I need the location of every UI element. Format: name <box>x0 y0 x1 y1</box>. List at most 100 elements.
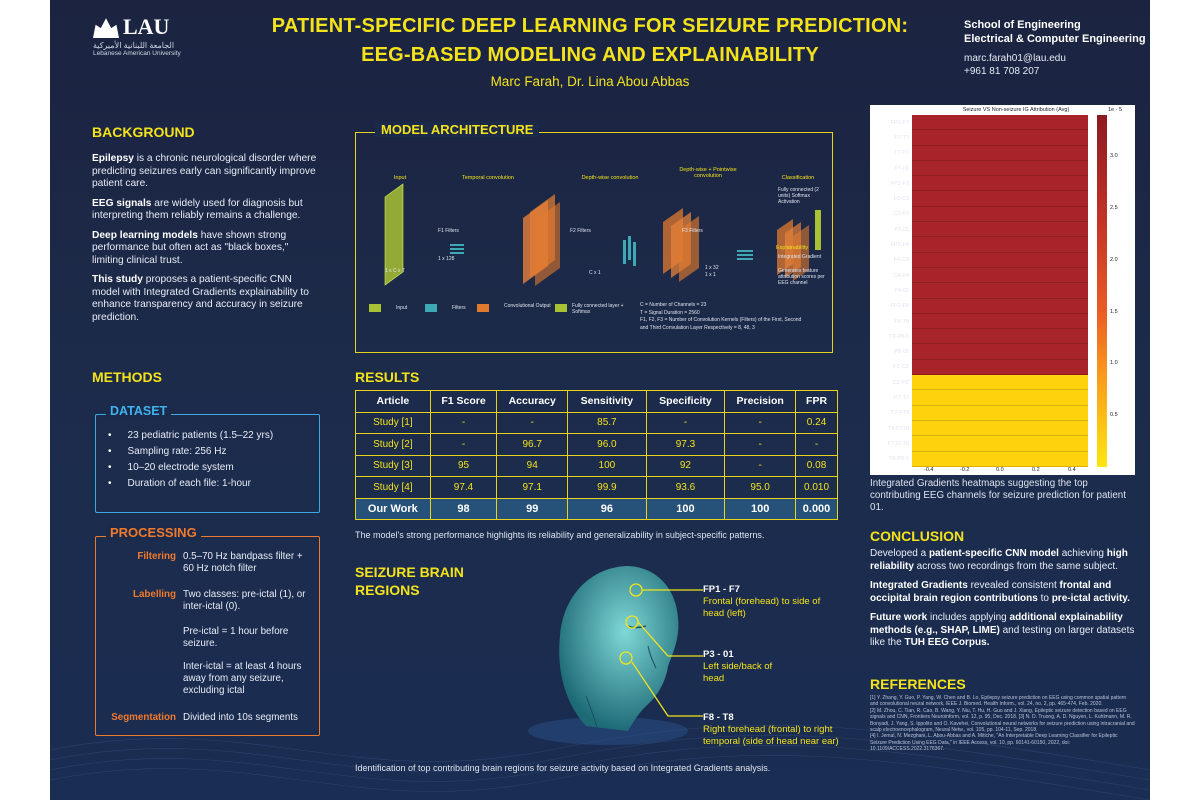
note-3: F1, F2, F3 = Number of Convolution Kerne… <box>640 317 802 323</box>
cell: 92 <box>645 454 726 477</box>
heatmap-cell <box>912 298 1088 314</box>
heatmap-colorbar-tick: 2.0 <box>1110 256 1118 263</box>
input-dim: 1 x C x T <box>385 268 405 274</box>
col-accuracy: Accuracy <box>496 390 569 413</box>
architecture-title: MODEL ARCHITECTURE <box>375 122 540 137</box>
department-name: Electrical & Computer Engineering <box>964 33 1146 45</box>
heatmap-cell <box>912 222 1088 238</box>
reference-item: [1] Y. Zhang, Y. Guo, P. Yang, W. Chen a… <box>870 695 1127 708</box>
explainability-title: Explainability <box>776 245 809 251</box>
cell: - <box>496 411 569 434</box>
cell: 95 <box>429 454 498 477</box>
region-3-text: Right forehead (frontal) to right tempor… <box>703 724 839 747</box>
cell: Study [3] <box>355 454 431 477</box>
fc-text: Fully connected (2 units) Softmax Activa… <box>778 187 819 205</box>
c1d: high reliability <box>870 548 1128 572</box>
c2c: frontal and occipital brain region contr… <box>870 580 1112 604</box>
heatmap-channel-label: P4-02 <box>894 287 909 294</box>
heatmap-row: FP2-F4 <box>876 237 1088 253</box>
heatmap-row: FZ-CZ <box>876 359 1088 376</box>
authors: Marc Farah, Dr. Lina Abou Abbas <box>490 74 690 89</box>
heatmap-colorbar-tick: 2.5 <box>1110 205 1118 212</box>
legend-swatch-input <box>369 304 381 312</box>
cell: 0.000 <box>795 497 838 520</box>
region-2: P3 - 01 Left side/back of head <box>703 649 783 685</box>
heatmap-channel-label: CZ-PZ <box>892 379 909 386</box>
heatmap-row: FP2-F8 <box>876 298 1088 314</box>
heatmap-channel-label: F3-C3 <box>893 196 909 203</box>
stage-depthwise: Depth-wise convolution <box>581 175 639 181</box>
cell: Study [1] <box>355 411 431 434</box>
poster-title: PATIENT-SPECIFIC DEEP LEARNING FOR SEIZU… <box>230 12 950 70</box>
gen-text: Generates feature attribution scores per… <box>778 268 825 286</box>
heatmap-cell <box>912 252 1088 268</box>
processing-box <box>95 536 320 736</box>
region-1-title: FP1 - F7 <box>703 584 740 595</box>
logo-english: Lebanese American University <box>93 50 181 57</box>
temporal-output <box>523 194 560 286</box>
wave-decoration <box>50 725 1150 800</box>
heatmap-x-tick: 0.4 <box>1068 467 1076 473</box>
table-header-row: Article F1 Score Accuracy Sensitivity Sp… <box>355 390 838 413</box>
heatmap-channel-label: P7-T7 <box>894 394 909 401</box>
heatmap-x-tick: -0.2 <box>960 467 970 473</box>
c2d: to <box>1037 592 1052 604</box>
reference-item: [2] M. Zhou, C. Tian, R. Cao, B. Wang, Y… <box>870 707 1135 734</box>
logo-name: LAU <box>123 14 170 39</box>
heatmap-row: F8-T8 <box>876 313 1088 330</box>
title-line-1: PATIENT-SPECIFIC DEEP LEARNING FOR SEIZU… <box>271 15 909 37</box>
heatmap-row: FT10-T8 <box>876 436 1088 452</box>
school-name: School of Engineering <box>964 19 1081 31</box>
heatmap-channel-label: T7-FT9 <box>890 410 909 417</box>
heatmap-cell <box>912 344 1088 360</box>
note-2: T = Signal Duration = 2560 <box>640 309 700 316</box>
school-info: School of Engineering Electrical & Compu… <box>964 18 1146 46</box>
reference-item: [4] I. Jemal, N. Mezghani, L. Abou-Abbas… <box>870 733 1118 753</box>
depthwise-output <box>663 208 699 282</box>
results-heading: RESULTS <box>355 369 420 385</box>
region-1-text: Frontal (forehead) to side of head (left… <box>703 596 821 619</box>
heatmap-row: T8-P8-1 <box>876 451 1088 467</box>
cell: 96.0 <box>567 433 647 456</box>
region-1: FP1 - F7 Frontal (forehead) to side of h… <box>703 584 843 620</box>
heatmap-channel-label: T9-FT10 <box>887 425 909 432</box>
cell: 100 <box>567 454 647 477</box>
cell: 0.24 <box>795 411 838 434</box>
region-2-title: P3 - 01 <box>703 649 734 660</box>
cell: - <box>724 411 797 434</box>
heatmap-cell <box>912 436 1088 452</box>
bg-p2-bold: EEG signals <box>92 197 152 209</box>
heatmap-row: F3-C3 <box>876 191 1088 207</box>
segmentation-label: Segmentation <box>111 712 176 723</box>
cell: 85.7 <box>567 411 647 434</box>
heatmap-row: P7-01 <box>876 160 1088 177</box>
regions-heading-1: SEIZURE BRAIN <box>355 564 464 580</box>
legend-swatch-filters <box>425 304 437 312</box>
c1c: achieving <box>1058 548 1107 559</box>
heatmap-x-tick: 0.2 <box>1032 467 1040 473</box>
heatmap-channel-label: FP2-F8 <box>890 303 909 310</box>
cell: 97.4 <box>429 476 498 499</box>
table-row: Study [1] - -85.7- -0.24 <box>355 411 838 434</box>
stage-input: Input <box>393 175 407 181</box>
heatmap-channel-label: P7-01 <box>894 165 909 172</box>
note-1: C = Number of Channels = 23 <box>640 302 707 308</box>
cell: Study [4] <box>355 476 431 499</box>
ig-text: Integrated Gradient <box>778 254 822 260</box>
references-heading: REFERENCES <box>870 676 966 692</box>
head-shape <box>559 566 679 731</box>
marker-fp1-f7 <box>629 583 643 597</box>
heatmap-cell <box>912 329 1088 345</box>
c3b: includes applying <box>927 612 1010 623</box>
heatmap-cell <box>912 267 1088 284</box>
background-text: Epilepsy is a chronic neurological disor… <box>92 153 320 331</box>
c1b: patient-specific CNN model <box>928 548 1059 559</box>
c3c: additional explainability methods (e.g.,… <box>870 612 1123 636</box>
heatmap-channel-label: F4-C4 <box>893 257 909 264</box>
cell: 99.9 <box>567 476 647 499</box>
heatmap-channel-label: T8-P8-0 <box>889 333 909 340</box>
heatmap-channel-label: T7-P7 <box>894 150 909 157</box>
heatmap-colorbar-tick: 0.5 <box>1110 412 1118 419</box>
f3-filters <box>737 250 753 260</box>
input-slab <box>385 184 403 285</box>
